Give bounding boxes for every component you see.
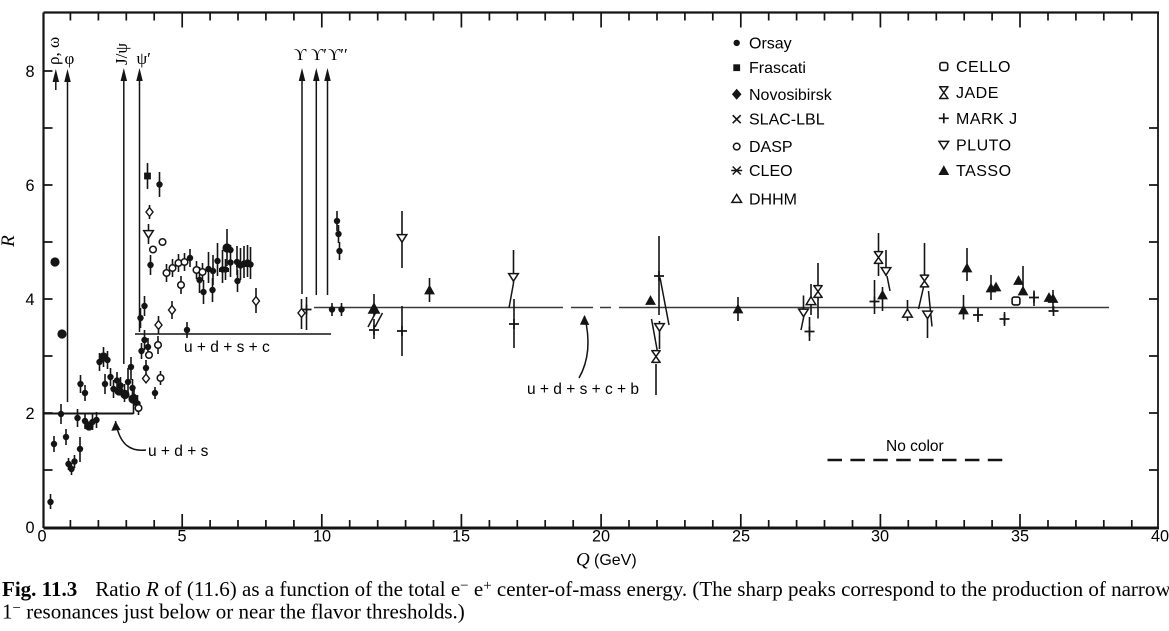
svg-text:15: 15: [452, 528, 470, 546]
svg-text:ψ′: ψ′: [137, 49, 151, 68]
svg-text:0: 0: [25, 519, 34, 537]
svg-text:ϒ′′: ϒ′′: [328, 45, 348, 64]
svg-text:ϒ: ϒ: [294, 45, 307, 64]
svg-text:2: 2: [25, 405, 34, 423]
svg-text:TASSO: TASSO: [956, 163, 1012, 180]
svg-text:0: 0: [37, 528, 46, 546]
svg-text:Novosibirsk: Novosibirsk: [749, 87, 833, 104]
svg-text:Orsay: Orsay: [749, 35, 792, 52]
svg-text:40: 40: [1151, 528, 1169, 546]
svg-text:ρ, ω: ρ, ω: [44, 37, 63, 65]
svg-text:MARK J: MARK J: [956, 111, 1018, 128]
svg-text:R: R: [0, 235, 19, 248]
svg-text:30: 30: [871, 528, 889, 546]
svg-text:35: 35: [1011, 528, 1029, 546]
svg-text:8: 8: [25, 63, 34, 81]
svg-text:CLEO: CLEO: [749, 163, 793, 180]
svg-text:u + d + s: u + d + s: [148, 443, 209, 460]
svg-text:20: 20: [592, 528, 610, 546]
svg-text:DASP: DASP: [749, 139, 793, 156]
svg-text:ϒ′: ϒ′: [311, 45, 327, 64]
svg-text:Frascati: Frascati: [749, 60, 806, 77]
svg-text:4: 4: [25, 291, 34, 309]
svg-text:DHHM: DHHM: [749, 191, 797, 208]
svg-text:SLAC-LBL: SLAC-LBL: [749, 112, 825, 129]
svg-text:6: 6: [25, 177, 34, 195]
svg-text:φ: φ: [65, 49, 75, 68]
svg-text:CELLO: CELLO: [956, 59, 1011, 76]
svg-text:PLUTO: PLUTO: [956, 137, 1012, 154]
svg-text:u + d + s + c: u + d + s + c: [184, 339, 270, 356]
svg-text:Q: Q: [576, 550, 590, 571]
svg-text:J/ψ: J/ψ: [112, 43, 131, 65]
svg-text:JADE: JADE: [956, 85, 999, 102]
svg-text:10: 10: [313, 528, 331, 546]
svg-text:No color: No color: [886, 438, 944, 455]
svg-text:5: 5: [177, 528, 186, 546]
svg-text:25: 25: [732, 528, 750, 546]
svg-text:u + d + s + c + b: u + d + s + c + b: [527, 381, 639, 398]
svg-text:1− resonances just below or ne: 1− resonances just below or near the fla…: [2, 600, 465, 624]
svg-text:(GeV): (GeV): [594, 552, 637, 569]
